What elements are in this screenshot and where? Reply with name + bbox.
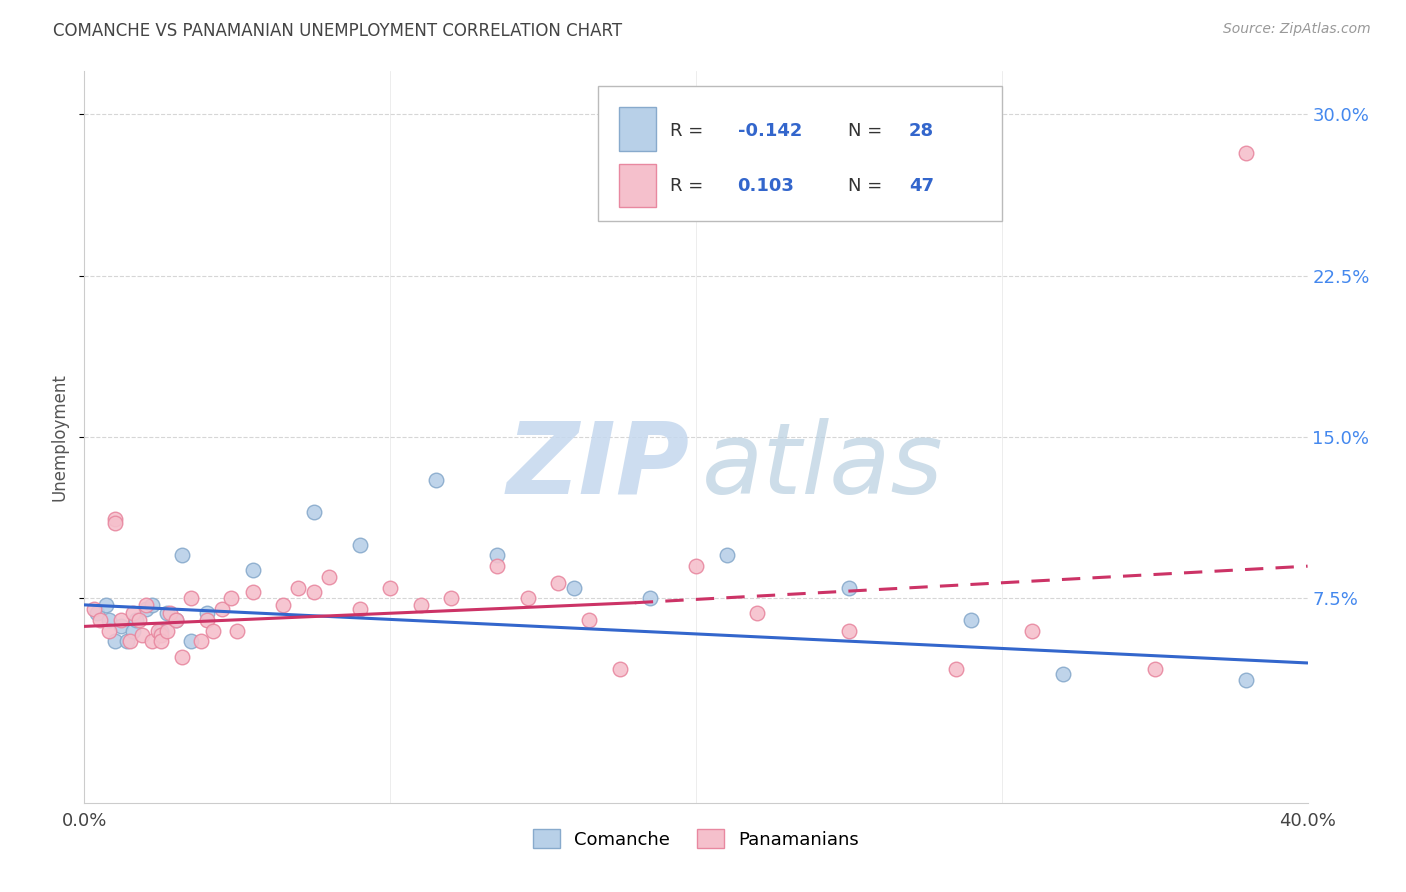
Point bbox=[211, 602, 233, 616]
Point bbox=[302, 585, 325, 599]
Point bbox=[104, 512, 127, 526]
Point bbox=[149, 634, 172, 648]
Point bbox=[135, 598, 157, 612]
Point bbox=[349, 602, 371, 616]
Text: R =: R = bbox=[671, 121, 709, 140]
Point bbox=[135, 602, 157, 616]
Point bbox=[638, 591, 661, 606]
Point bbox=[104, 516, 127, 530]
Point bbox=[486, 549, 509, 563]
Text: -0.142: -0.142 bbox=[738, 121, 801, 140]
Point bbox=[302, 505, 325, 519]
Point bbox=[159, 607, 181, 621]
Point bbox=[318, 570, 340, 584]
Point bbox=[838, 581, 860, 595]
Point bbox=[131, 628, 153, 642]
Text: 47: 47 bbox=[908, 177, 934, 194]
Text: R =: R = bbox=[671, 177, 709, 194]
Point bbox=[172, 649, 194, 664]
Point bbox=[609, 662, 631, 676]
Point bbox=[125, 613, 148, 627]
Point bbox=[945, 662, 967, 676]
Point bbox=[1143, 662, 1166, 676]
Point bbox=[180, 634, 202, 648]
Point bbox=[219, 591, 242, 606]
Point bbox=[149, 628, 172, 642]
Point bbox=[141, 634, 163, 648]
FancyBboxPatch shape bbox=[598, 86, 1002, 221]
Bar bbox=[619, 107, 655, 151]
Point bbox=[122, 624, 145, 638]
Point bbox=[83, 602, 105, 616]
Point bbox=[838, 624, 860, 638]
Point bbox=[156, 624, 179, 638]
Text: COMANCHE VS PANAMANIAN UNEMPLOYMENT CORRELATION CHART: COMANCHE VS PANAMANIAN UNEMPLOYMENT CORR… bbox=[53, 22, 623, 40]
Point bbox=[165, 613, 187, 627]
Point bbox=[120, 634, 142, 648]
Y-axis label: Unemployment: Unemployment bbox=[51, 373, 69, 501]
Point bbox=[165, 613, 187, 627]
Text: Source: ZipAtlas.com: Source: ZipAtlas.com bbox=[1223, 22, 1371, 37]
Point bbox=[104, 634, 127, 648]
Point bbox=[242, 564, 264, 578]
Point bbox=[716, 549, 738, 563]
Point bbox=[486, 559, 509, 574]
Point bbox=[110, 613, 132, 627]
Point bbox=[94, 598, 117, 612]
Point bbox=[380, 581, 402, 595]
Point bbox=[562, 581, 585, 595]
Point bbox=[201, 624, 224, 638]
Point bbox=[195, 607, 218, 621]
Point bbox=[747, 607, 769, 621]
Point bbox=[685, 559, 707, 574]
Point bbox=[190, 634, 212, 648]
Point bbox=[110, 619, 132, 633]
Bar bbox=[619, 163, 655, 208]
Point bbox=[195, 613, 218, 627]
Legend: Comanche, Panamanians: Comanche, Panamanians bbox=[526, 822, 866, 856]
Point bbox=[349, 538, 371, 552]
Point bbox=[409, 598, 432, 612]
Point bbox=[516, 591, 538, 606]
Point bbox=[242, 585, 264, 599]
Point bbox=[1021, 624, 1043, 638]
Point bbox=[425, 473, 447, 487]
Point bbox=[86, 607, 108, 621]
Point bbox=[122, 607, 145, 621]
Text: atlas: atlas bbox=[702, 417, 943, 515]
Point bbox=[960, 613, 983, 627]
Text: N =: N = bbox=[848, 177, 887, 194]
Point bbox=[440, 591, 463, 606]
Text: 0.103: 0.103 bbox=[738, 177, 794, 194]
Text: 28: 28 bbox=[908, 121, 934, 140]
Point bbox=[271, 598, 294, 612]
Point bbox=[141, 598, 163, 612]
Point bbox=[156, 607, 179, 621]
Point bbox=[547, 576, 569, 591]
Point bbox=[146, 624, 169, 638]
Point bbox=[89, 613, 111, 627]
Point bbox=[1236, 146, 1258, 161]
Point bbox=[578, 613, 600, 627]
Point bbox=[1236, 673, 1258, 688]
Point bbox=[226, 624, 249, 638]
Point bbox=[180, 591, 202, 606]
Text: N =: N = bbox=[848, 121, 887, 140]
Point bbox=[1052, 666, 1074, 681]
Point bbox=[115, 634, 138, 648]
Point bbox=[128, 613, 150, 627]
Point bbox=[172, 549, 194, 563]
Point bbox=[287, 581, 309, 595]
Text: ZIP: ZIP bbox=[506, 417, 690, 515]
Point bbox=[97, 624, 120, 638]
Point bbox=[149, 624, 172, 638]
Point bbox=[97, 613, 120, 627]
